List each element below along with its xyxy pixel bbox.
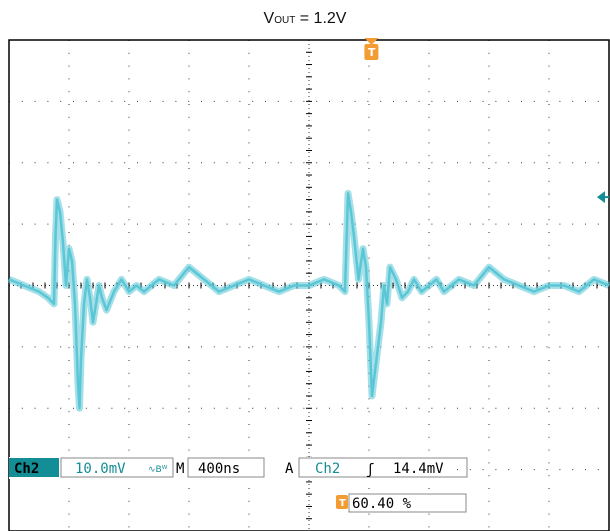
timebase-box — [187, 457, 265, 478]
channel-badge — [9, 458, 59, 477]
chart-title: VOUT = 1.2V — [0, 10, 610, 28]
readout-background — [9, 457, 453, 479]
trigger-position-readout: T 60.40 % — [336, 492, 468, 513]
trigger-position-box — [348, 493, 467, 513]
trigger-position-marker-label: T — [368, 46, 376, 59]
waveform-trace-line — [8, 192, 610, 410]
vertical-scale-box — [60, 457, 174, 478]
trigger-position-icon — [336, 495, 348, 509]
title-subscript: OUT — [274, 15, 296, 26]
title-rest: = 1.2V — [295, 10, 347, 27]
trigger-channel: Ch2 — [315, 461, 340, 477]
scope-readout: Ch2 10.0mV ∿Bᵂ M 400ns A Ch2 ʃ 14.4mV — [9, 457, 468, 479]
trigger-level-marker-arrow — [597, 191, 605, 204]
trigger-box — [298, 457, 468, 478]
vertical-scale: 10.0mV — [75, 461, 126, 477]
markers: T — [364, 38, 609, 204]
trigger-position: 60.40 % — [352, 496, 412, 512]
graticule — [8, 39, 610, 531]
trigger-position-marker — [364, 44, 379, 60]
bandwidth-limit-icon: ∿Bᵂ — [148, 465, 168, 475]
timebase: 400ns — [198, 461, 240, 477]
trigger-position-background — [340, 492, 468, 512]
trigger-level: 14.4mV — [393, 461, 444, 477]
title-main: V — [263, 10, 275, 27]
trigger-position-icon-text: T — [339, 498, 346, 509]
trigger-mode: A — [285, 461, 294, 477]
timebase-label: M — [176, 461, 184, 477]
trigger-slope-icon: ʃ — [366, 462, 374, 478]
channel-label: Ch2 — [14, 461, 39, 477]
waveform-trace — [7, 189, 610, 412]
trigger-position-marker-arrow — [364, 38, 379, 45]
